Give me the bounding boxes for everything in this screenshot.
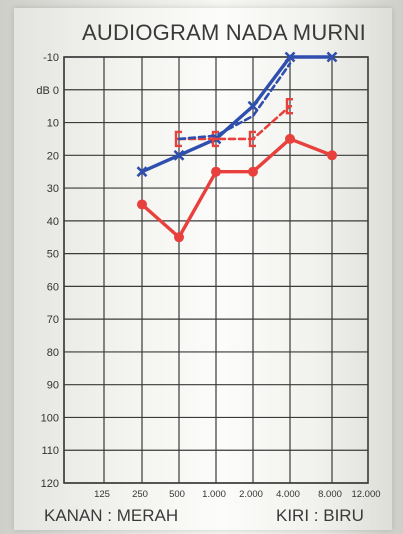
y-tick-label: 90 (47, 380, 59, 392)
x-tick-label: 12.000 (351, 489, 380, 500)
y-tick-label: 20 (47, 150, 59, 162)
x-tick-label: 125 (94, 489, 110, 500)
x-tick-label: 4.000 (276, 489, 300, 500)
y-tick-label: 100 (41, 412, 59, 424)
x-tick-label: 250 (132, 489, 148, 500)
series-air-1 (136, 51, 338, 178)
y-tick-label: 40 (47, 216, 59, 228)
data-point (285, 97, 293, 115)
y-tick-label: -10 (43, 52, 59, 64)
data-point (211, 130, 219, 148)
series-bone-3 (177, 62, 292, 141)
series-line (177, 62, 292, 141)
series-line (140, 55, 334, 174)
y-tick-label: 50 (47, 249, 59, 261)
x-tick-label: 500 (169, 489, 185, 500)
data-point (248, 130, 256, 148)
audiogram-card (14, 8, 392, 530)
data-point (136, 166, 148, 178)
y-tick-label: 80 (47, 347, 59, 359)
series-line (177, 104, 292, 141)
data-point (327, 150, 337, 161)
y-tick-label: 70 (47, 314, 59, 326)
x-tick-label: 1.000 (202, 489, 226, 500)
data-point (248, 166, 258, 177)
y-tick-label: 30 (47, 183, 59, 195)
chart-title: AUDIOGRAM NADA MURNI (82, 20, 366, 45)
data-point (285, 133, 295, 144)
data-point (284, 51, 296, 63)
x-axis-ticks: 125 250 500 1.000 2.000 4.000 8.000 12.000 (94, 489, 380, 500)
y-tick-label: 60 (47, 281, 59, 293)
data-point (326, 51, 338, 63)
data-point (247, 100, 259, 112)
series-air-0 (137, 133, 337, 243)
data-point (174, 232, 184, 243)
x-tick-label: 2.000 (239, 489, 263, 500)
series-line (140, 137, 334, 239)
data-point (137, 199, 147, 210)
y-tick-label: 110 (41, 445, 59, 457)
series-bone-2 (174, 97, 293, 148)
legend-right-ear: KANAN : MERAH (44, 506, 179, 525)
data-point (211, 166, 221, 177)
x-tick-label: 8.000 (318, 489, 342, 500)
y-tick-label: 10 (47, 118, 59, 130)
grid (63, 56, 369, 484)
y-tick-label: dB 0 (36, 85, 59, 97)
data-point (173, 149, 185, 161)
y-tick-label: 120 (41, 478, 59, 490)
series (136, 51, 338, 243)
y-axis-ticks: -10 dB 0 10 20 30 40 50 60 70 80 90 100 110 120 (36, 52, 59, 490)
legend-left-ear: KIRI : BIRU (276, 506, 364, 525)
